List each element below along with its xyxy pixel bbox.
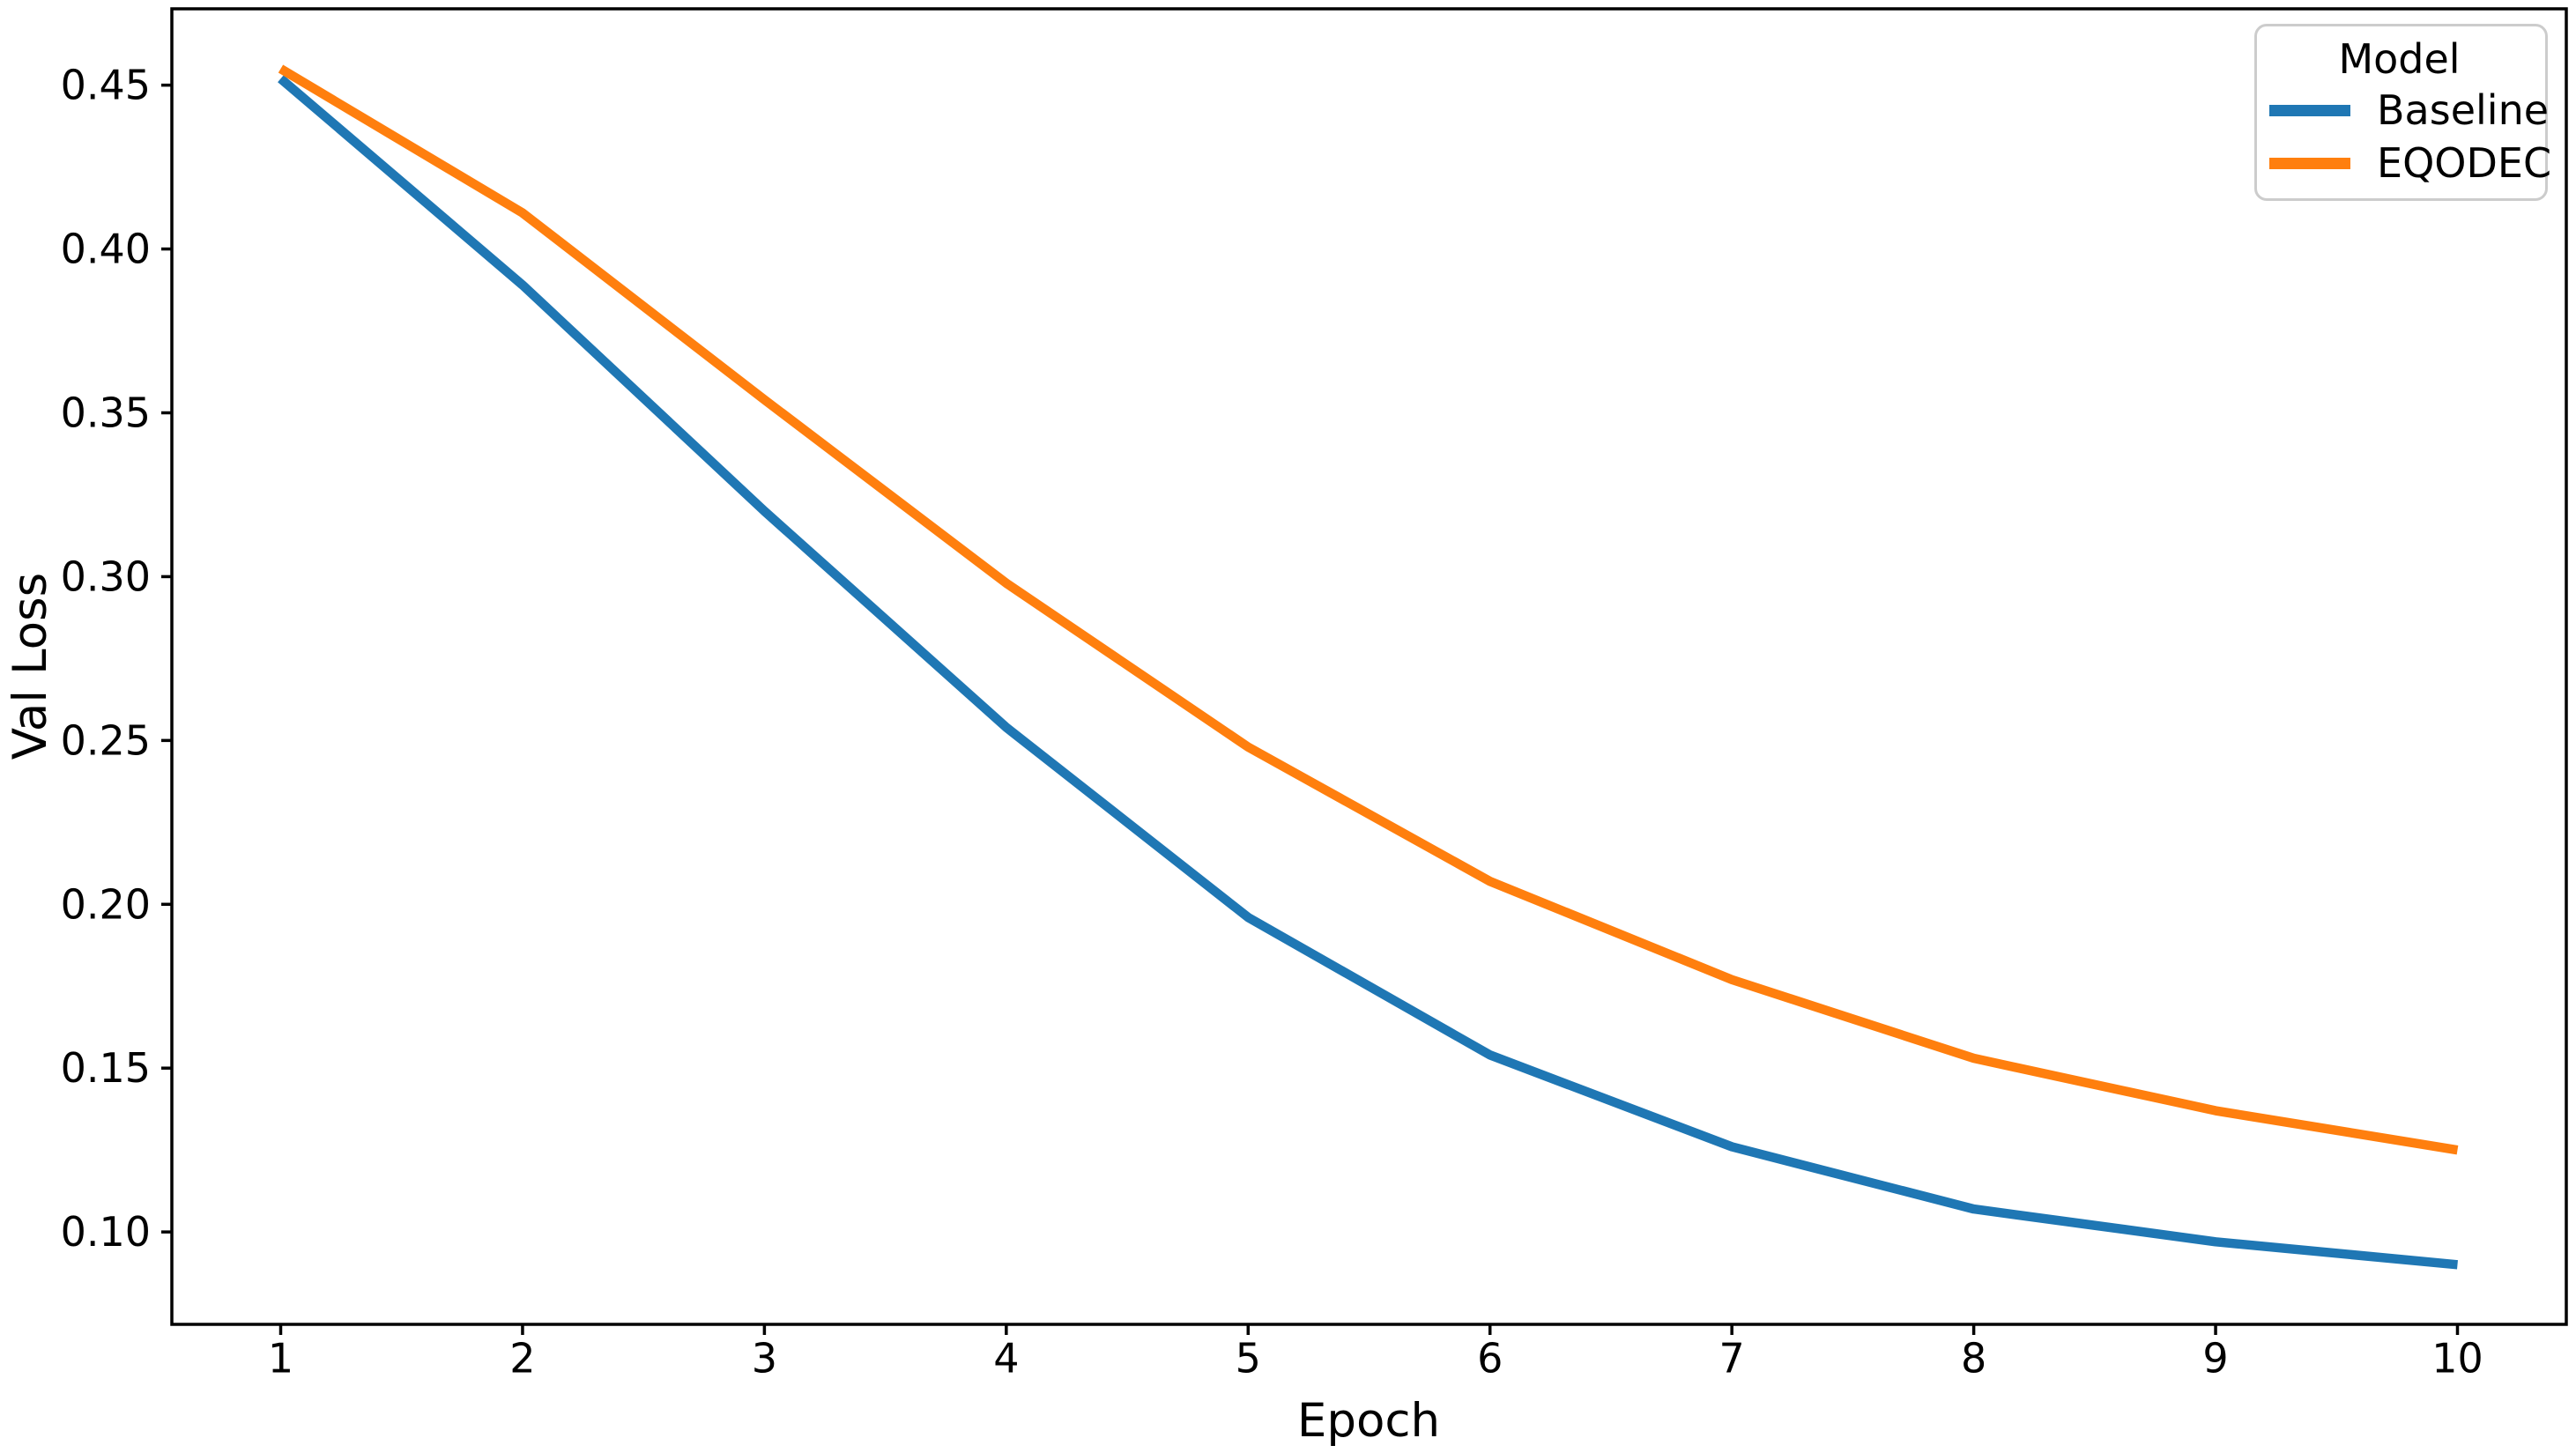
x-tick-label: 10 (2431, 1334, 2483, 1382)
x-tick-label: 3 (752, 1334, 777, 1382)
x-tick-label: 2 (509, 1334, 535, 1382)
y-tick-label: 0.10 (61, 1208, 151, 1256)
x-tick-label: 5 (1236, 1334, 1261, 1382)
legend-label-eqodec: EQODEC (2377, 139, 2552, 188)
y-tick-label: 0.30 (61, 552, 151, 600)
y-tick-label: 0.15 (61, 1044, 151, 1092)
y-tick-label: 0.45 (61, 62, 151, 109)
legend-title: Model (2338, 35, 2461, 83)
x-tick-label: 4 (993, 1334, 1019, 1382)
legend-item-baseline: Baseline (2269, 84, 2549, 137)
baseline-line-swatch (2269, 104, 2350, 116)
eqodec-line-swatch (2269, 157, 2350, 169)
x-tick-label: 9 (2202, 1334, 2228, 1382)
legend-item-eqodec: EQODEC (2269, 137, 2551, 189)
plot-area-border (170, 7, 2568, 1326)
axis-ticks: 1 2 3 4 5 6 7 8 9 10 0.10 0.15 0.20 0.25 0.30 0.35 0.40 0… (61, 62, 2483, 1383)
y-tick-label: 0.40 (61, 226, 151, 273)
x-tick-label: 6 (1477, 1334, 1503, 1382)
x-tick-label: 1 (268, 1334, 293, 1382)
x-tick-label: 7 (1719, 1334, 1745, 1382)
y-tick-label: 0.25 (61, 716, 151, 764)
y-tick-label: 0.35 (61, 389, 151, 436)
y-tick-label: 0.20 (61, 880, 151, 928)
x-axis-label: Epoch (1297, 1394, 1440, 1448)
baseline-line (278, 75, 2458, 1270)
y-axis-label: Val Loss (4, 573, 57, 760)
legend: Model Baseline EQODEC (2254, 24, 2551, 201)
x-tick-label: 8 (1961, 1334, 1986, 1382)
legend-label-baseline: Baseline (2377, 86, 2550, 135)
eqodec-line (278, 64, 2459, 1155)
series-lines (278, 64, 2459, 1270)
